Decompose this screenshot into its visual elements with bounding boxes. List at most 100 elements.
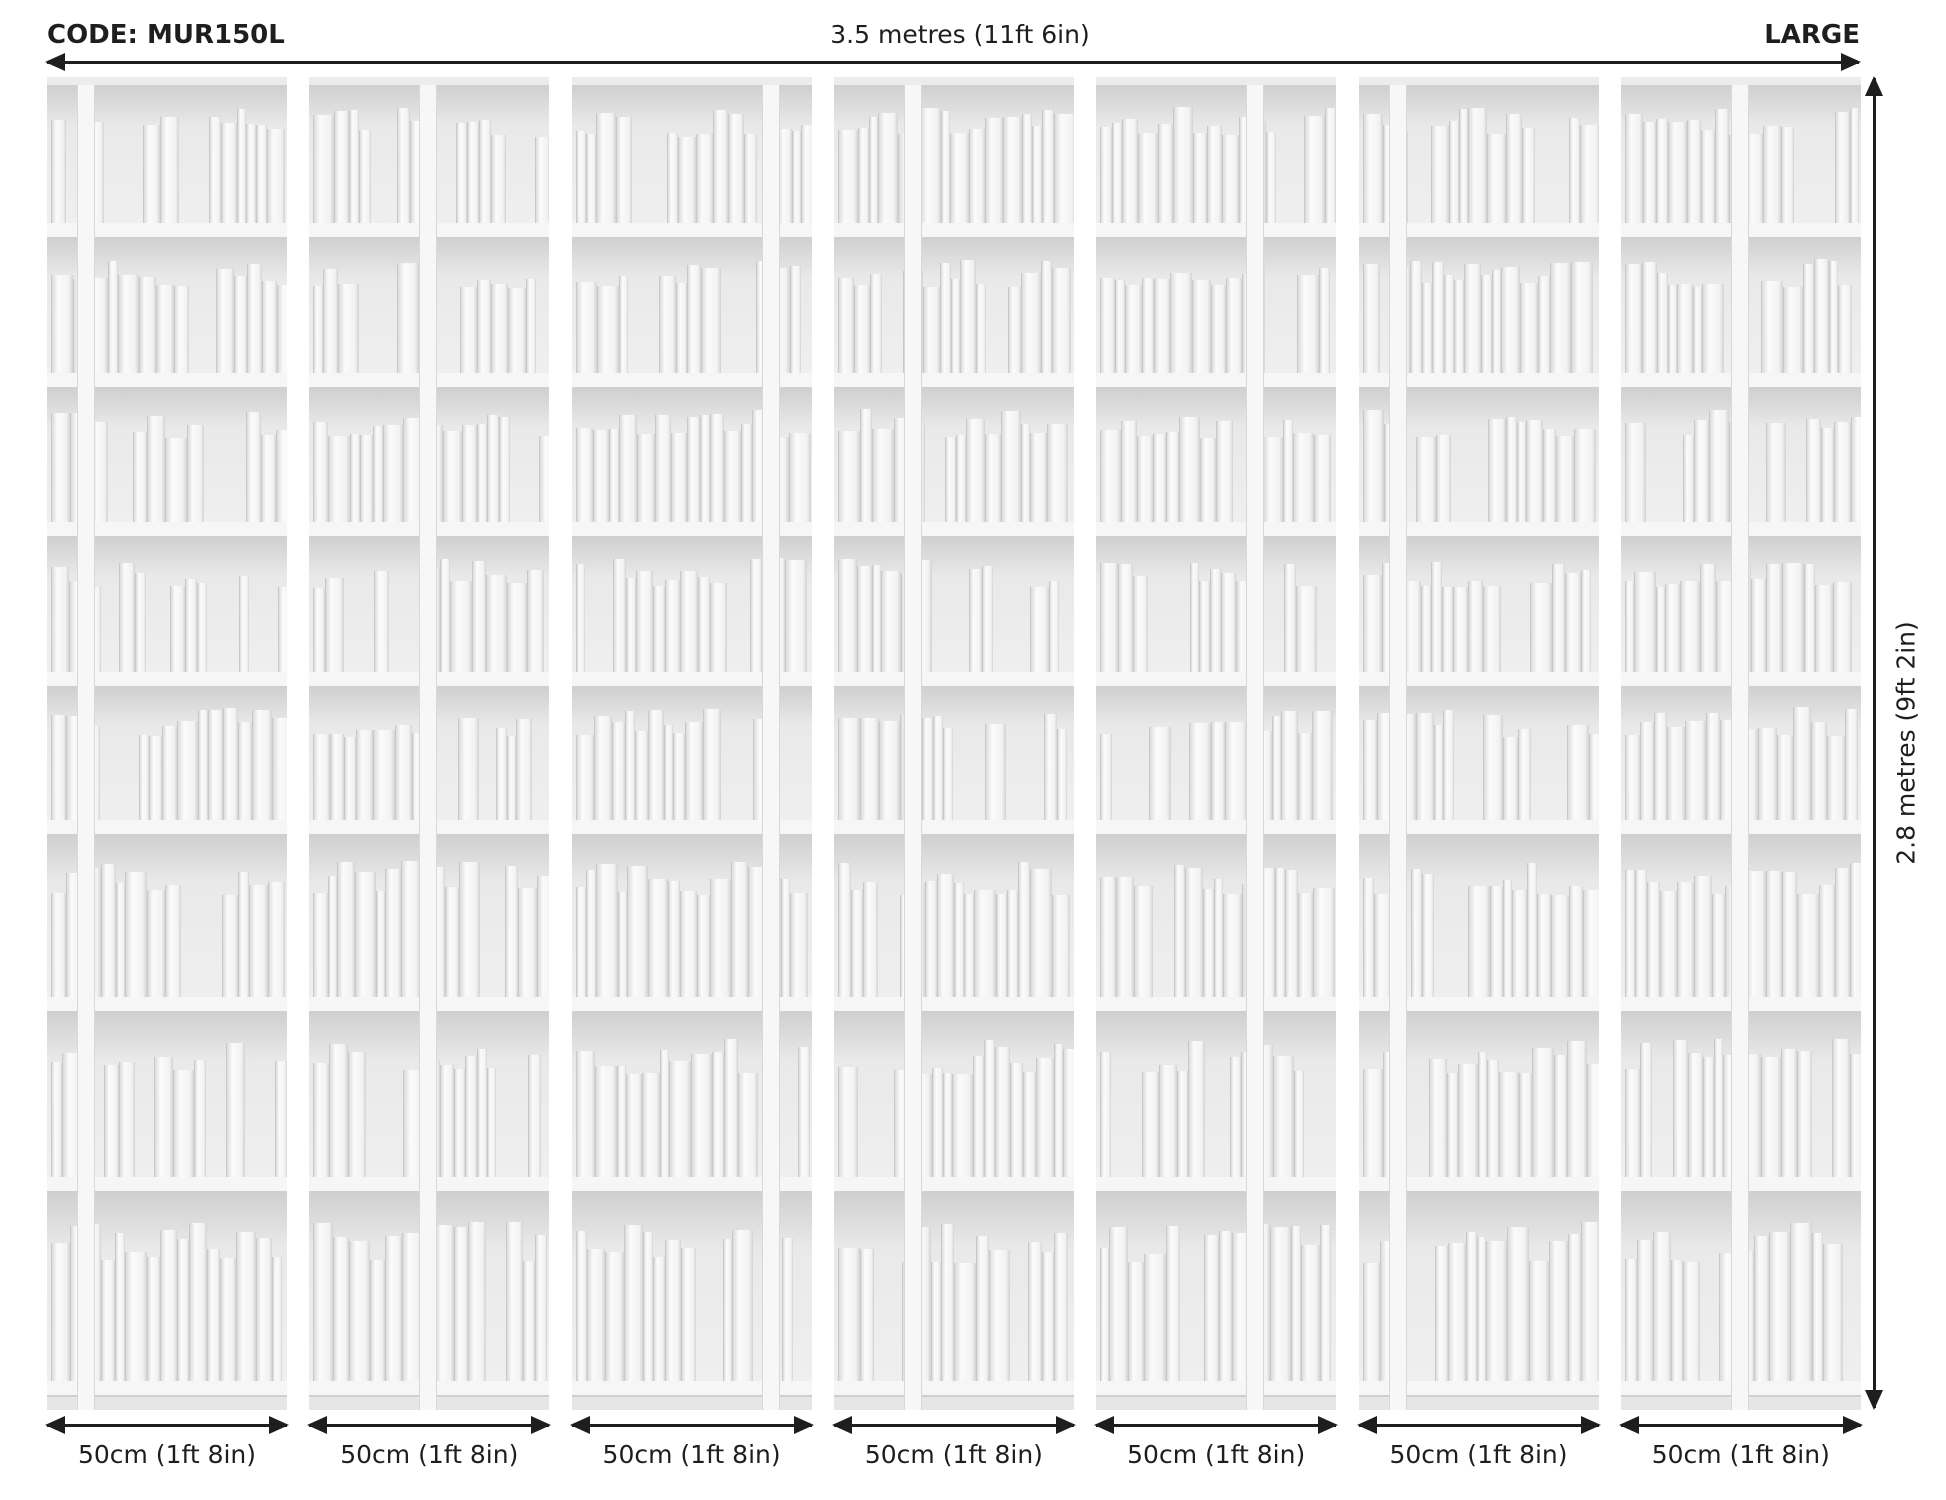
book [174, 285, 189, 373]
book [221, 894, 238, 997]
book [981, 566, 993, 672]
book [1296, 275, 1319, 373]
book [1506, 1227, 1529, 1381]
panel-6 [1358, 77, 1599, 1410]
book [1040, 260, 1052, 373]
book [356, 729, 374, 820]
book [1290, 1226, 1301, 1381]
book [1187, 1040, 1205, 1177]
book [801, 125, 812, 223]
book [162, 725, 178, 820]
book [1193, 132, 1208, 223]
shelf-compartment [1096, 1191, 1337, 1381]
book [1137, 435, 1154, 522]
panel-width-arrow [1356, 1416, 1601, 1434]
book [659, 1049, 669, 1177]
book [1776, 735, 1793, 820]
book [1100, 876, 1117, 997]
book [1023, 1071, 1037, 1177]
book [1017, 862, 1030, 997]
book [189, 1223, 207, 1381]
book [344, 736, 357, 820]
book [687, 264, 702, 373]
book [696, 895, 710, 997]
book [505, 1222, 523, 1381]
book [370, 1260, 386, 1381]
book [385, 1235, 403, 1381]
book [1814, 584, 1833, 672]
book [618, 415, 637, 522]
shelf-compartment [833, 85, 1074, 223]
book [743, 133, 757, 223]
book [995, 893, 1007, 997]
book [139, 734, 150, 820]
book [1051, 267, 1071, 373]
book [1666, 727, 1685, 820]
book [1765, 871, 1782, 997]
book [1020, 272, 1041, 373]
shelf-upright [903, 85, 922, 1410]
book [1028, 1241, 1043, 1381]
book [165, 884, 181, 997]
book [778, 129, 793, 223]
book [260, 434, 276, 522]
book [1782, 287, 1803, 373]
book [781, 1238, 793, 1381]
book [527, 570, 545, 672]
book [1828, 260, 1838, 373]
book [780, 879, 790, 997]
book [1491, 270, 1501, 373]
book [1566, 1040, 1587, 1177]
book [1505, 114, 1522, 223]
book [118, 562, 135, 672]
shelf-upright [1246, 85, 1265, 1410]
panel-width-label: 50cm (1ft 8in) [77, 1440, 257, 1469]
book [930, 1262, 941, 1381]
book [1762, 125, 1781, 223]
book [1230, 1056, 1242, 1177]
book [1566, 725, 1589, 820]
panel-width-label: 50cm (1ft 8in) [1389, 1440, 1568, 1469]
book [383, 424, 404, 522]
book [1581, 569, 1592, 672]
shelf-compartment [1620, 85, 1861, 223]
book [1203, 889, 1215, 997]
book [1409, 260, 1422, 373]
book [1780, 126, 1794, 223]
book [125, 872, 147, 997]
book [968, 568, 982, 672]
book [955, 435, 966, 522]
book [1362, 263, 1380, 373]
book [723, 1238, 733, 1381]
book [1659, 890, 1677, 997]
book [737, 1072, 758, 1177]
shelf-compartment [1096, 237, 1337, 373]
book [1580, 1222, 1599, 1381]
book [1318, 267, 1330, 373]
book [1550, 894, 1569, 997]
book [1760, 1056, 1781, 1177]
book [1142, 278, 1155, 373]
book [350, 434, 361, 522]
book [940, 111, 950, 223]
book [1826, 736, 1845, 820]
book [586, 1248, 605, 1381]
book [1526, 863, 1537, 997]
book [625, 1073, 642, 1177]
book [403, 418, 425, 522]
book [118, 274, 139, 373]
book [1166, 431, 1180, 522]
book [1511, 889, 1527, 997]
book [1624, 1068, 1640, 1177]
book [859, 717, 879, 820]
book [709, 878, 731, 997]
book [1676, 882, 1694, 997]
book [505, 866, 519, 997]
book [1482, 715, 1503, 820]
shelf-upright [761, 85, 780, 1410]
book [313, 1063, 330, 1177]
book [248, 885, 268, 997]
shelf [1096, 1381, 1337, 1397]
book [397, 263, 420, 373]
book [412, 732, 423, 820]
